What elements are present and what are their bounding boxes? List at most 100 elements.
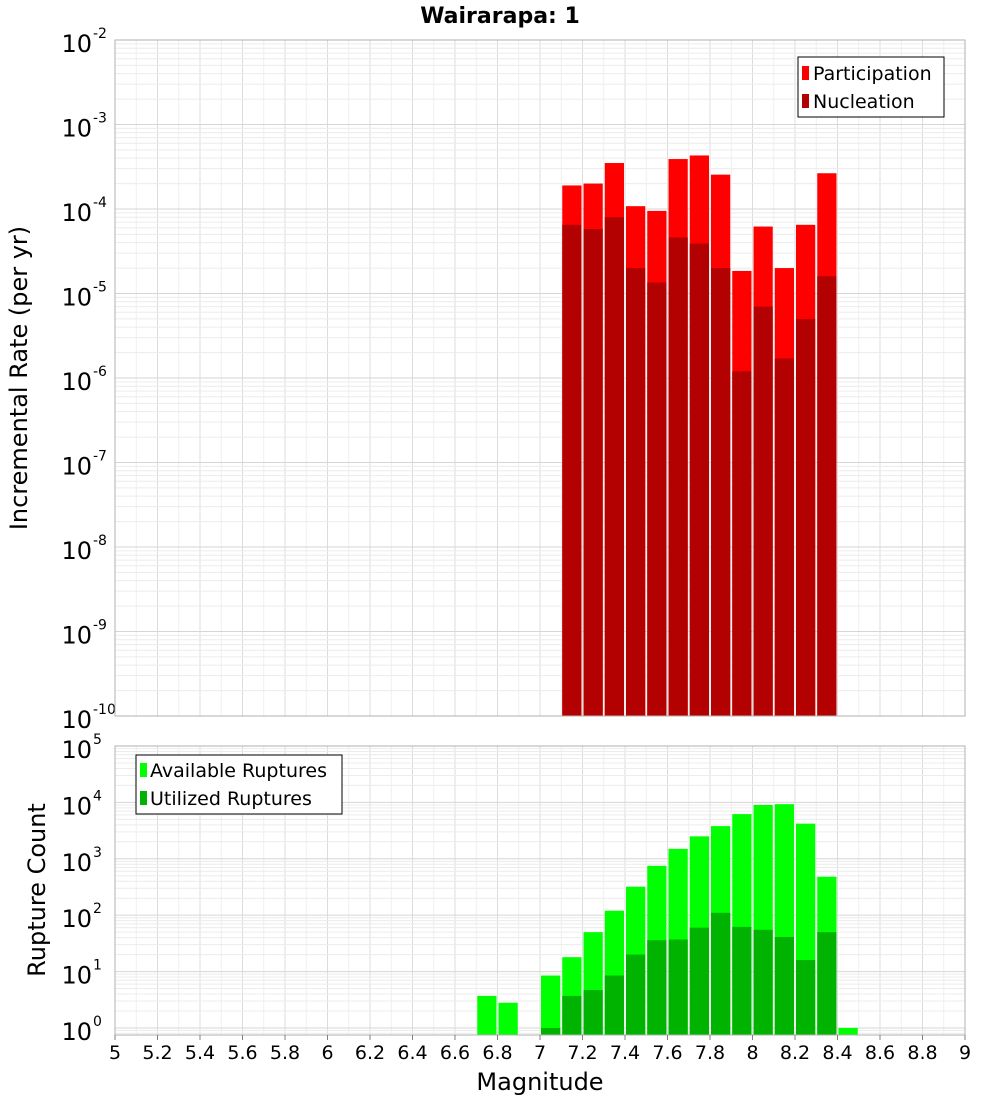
- y-tick-label-base: 10: [61, 537, 92, 565]
- y-tick-label-base: 10: [61, 199, 92, 227]
- x-tick-label: 6.2: [355, 1042, 385, 1064]
- y-tick-label-exponent: -5: [93, 280, 107, 296]
- bar-available-ruptures-6.75: [477, 995, 497, 1035]
- x-tick-label: 8.8: [907, 1042, 937, 1064]
- y-tick-label-exponent: -2: [93, 26, 107, 42]
- bar-utilized-ruptures-7.35: [604, 975, 624, 1035]
- y-tick-label-base: 10: [61, 849, 92, 877]
- y-tick-label-exponent: -6: [93, 364, 107, 380]
- y-tick-label-base: 10: [61, 453, 92, 481]
- x-tick-label: 5.2: [142, 1042, 172, 1064]
- y-tick-label-exponent: 2: [93, 901, 102, 917]
- x-tick-label: 7.4: [610, 1042, 640, 1064]
- bar-nucleation-8.15: [774, 358, 794, 716]
- legend-label-available-ruptures: Available Ruptures: [150, 760, 327, 782]
- legend-swatch-available-ruptures: [140, 763, 147, 777]
- legend-label-participation: Participation: [813, 63, 932, 85]
- y-tick-label-base: 10: [61, 368, 92, 396]
- y-tick-label-exponent: 0: [93, 1014, 102, 1030]
- y-tick-label-base: 10: [61, 115, 92, 143]
- legend-label-nucleation: Nucleation: [813, 91, 915, 113]
- bar-nucleation-7.25: [583, 228, 603, 716]
- y-tick-label-base: 10: [61, 1018, 92, 1046]
- x-tick-label: 8.4: [822, 1042, 852, 1064]
- y-tick-label-exponent: 3: [93, 845, 102, 861]
- x-tick-label: 8: [746, 1042, 758, 1064]
- bottom-legend: Available Ruptures Utilized Ruptures: [135, 754, 343, 815]
- x-tick-label: 6.8: [482, 1042, 512, 1064]
- x-tick-label: 6.4: [397, 1042, 427, 1064]
- x-tick-label: 8.2: [780, 1042, 810, 1064]
- bar-nucleation-7.65: [668, 237, 688, 717]
- bar-utilized-ruptures-7.05: [541, 1027, 561, 1035]
- bar-nucleation-7.95: [732, 371, 752, 716]
- bottom-legend-box: [135, 754, 343, 815]
- x-tick-label: 7: [534, 1042, 546, 1064]
- bar-utilized-ruptures-8.15: [774, 937, 794, 1035]
- x-tick-label: 9: [959, 1042, 971, 1064]
- bar-utilized-ruptures-7.45: [626, 954, 646, 1035]
- bar-nucleation-7.85: [711, 268, 731, 716]
- legend-swatch-participation: [802, 66, 809, 80]
- y-tick-label-base: 10: [61, 706, 92, 734]
- y-tick-label-exponent: -3: [93, 111, 107, 127]
- bar-nucleation-8.35: [817, 276, 837, 716]
- bottom-plot-bars: [477, 804, 858, 1035]
- bottom-y-axis-label: Rupture Count: [23, 803, 51, 977]
- top-plot-bars: [562, 155, 837, 717]
- y-tick-label-base: 10: [61, 284, 92, 312]
- bar-utilized-ruptures-7.65: [668, 939, 688, 1035]
- bar-utilized-ruptures-7.75: [689, 927, 709, 1035]
- x-axis-label: Magnitude: [476, 1068, 603, 1096]
- chart-title: Wairarapa: 1: [420, 4, 580, 29]
- y-tick-label-base: 10: [61, 736, 92, 764]
- top-plot-border: [114, 39, 966, 717]
- bar-nucleation-7.35: [604, 217, 624, 716]
- y-tick-label-base: 10: [61, 792, 92, 820]
- y-tick-label-exponent: -9: [93, 618, 107, 634]
- bar-utilized-ruptures-7.55: [647, 940, 667, 1035]
- bar-nucleation-7.15: [562, 224, 582, 716]
- legend-swatch-utilized-ruptures: [140, 791, 147, 805]
- y-tick-label-exponent: -4: [93, 195, 107, 211]
- y-tick-label-base: 10: [61, 30, 92, 58]
- top-plot-gridlines: [114, 39, 966, 717]
- bar-utilized-ruptures-8.35: [817, 932, 837, 1035]
- bar-utilized-ruptures-7.95: [732, 926, 752, 1035]
- bar-nucleation-7.55: [647, 282, 667, 716]
- bar-utilized-ruptures-7.85: [711, 912, 731, 1035]
- legend-swatch-nucleation: [802, 94, 809, 108]
- x-tick-label: 5.4: [185, 1042, 215, 1064]
- x-tick-label: 5.8: [270, 1042, 300, 1064]
- y-tick-label-base: 10: [61, 905, 92, 933]
- x-tick-label: 5.6: [227, 1042, 257, 1064]
- bar-available-ruptures-6.85: [498, 1002, 518, 1035]
- y-tick-label-exponent: 4: [93, 788, 102, 804]
- x-tick-label: 7.6: [652, 1042, 682, 1064]
- y-tick-label-exponent: 5: [93, 732, 102, 748]
- y-tick-label-base: 10: [61, 962, 92, 990]
- bar-available-ruptures-7.05: [541, 975, 561, 1035]
- x-tick-label: 7.2: [567, 1042, 597, 1064]
- top-legend-box: [797, 56, 945, 118]
- x-tick-label: 6.6: [440, 1042, 470, 1064]
- top-y-axis-label: Incremental Rate (per yr): [5, 226, 33, 530]
- y-tick-label-exponent: -8: [93, 533, 107, 549]
- top-legend: Participation Nucleation: [797, 56, 945, 118]
- x-tick-label: 8.6: [865, 1042, 895, 1064]
- x-axis-ticks: 5 5.2 5.4 5.6 5.8 6 6.2 6.4 6.6 6.8 7 7.2 7.4 7.6 7.8 8…: [109, 1035, 971, 1064]
- y-tick-label-exponent: -7: [93, 449, 107, 465]
- bar-nucleation-7.45: [626, 268, 646, 716]
- bar-utilized-ruptures-8.05: [753, 929, 773, 1035]
- bar-utilized-ruptures-7.25: [583, 990, 603, 1035]
- bar-utilized-ruptures-8.25: [796, 960, 816, 1035]
- legend-label-utilized-ruptures: Utilized Ruptures: [150, 788, 312, 810]
- y-tick-label-exponent: 1: [93, 958, 102, 974]
- bar-utilized-ruptures-7.15: [562, 995, 582, 1035]
- bar-nucleation-8.25: [796, 318, 816, 716]
- bar-nucleation-7.75: [689, 243, 709, 716]
- y-tick-label-exponent: -10: [93, 702, 116, 718]
